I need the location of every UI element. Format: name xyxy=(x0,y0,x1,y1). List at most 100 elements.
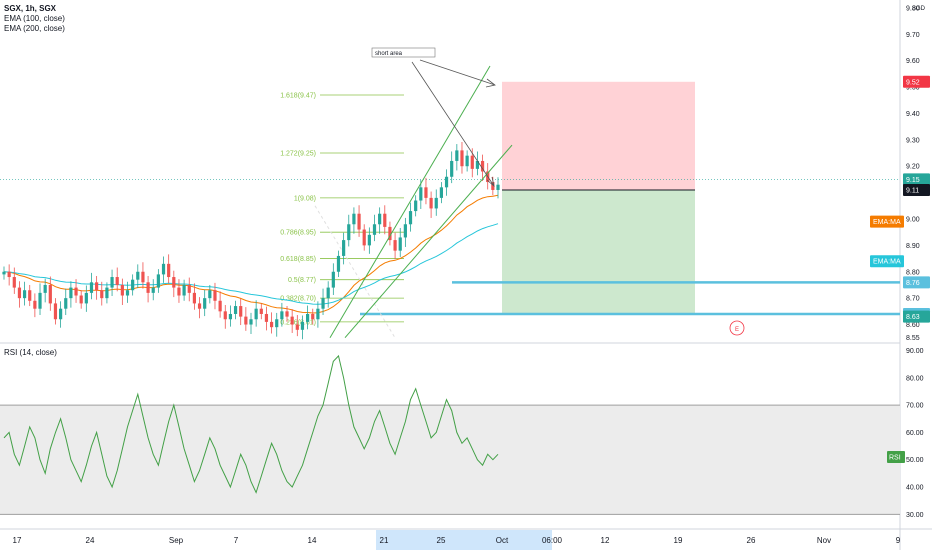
candle-body xyxy=(187,284,191,293)
rsi-legend[interactable]: RSI (14, close) xyxy=(4,348,57,357)
indicator-ema200[interactable]: EMA (200, close) xyxy=(4,24,65,33)
candle-body xyxy=(2,271,6,275)
candle-body xyxy=(115,277,119,285)
note-text: short area xyxy=(375,51,403,57)
candle-body xyxy=(357,213,361,230)
price-tick-label: 9.70 xyxy=(906,32,920,39)
fib-level-label: 0.5(8.77) xyxy=(288,277,316,284)
candle-body xyxy=(455,150,459,161)
candle-body xyxy=(95,282,99,291)
candle-body xyxy=(177,287,181,296)
rsi-tag-label: RSI xyxy=(889,454,901,461)
fib-level-label: 0.236(8.61) xyxy=(280,319,316,326)
price-tag-label: 9.11 xyxy=(906,187,919,194)
time-tick-label: 19 xyxy=(674,536,683,545)
candle-body xyxy=(141,271,145,283)
candle-body xyxy=(450,160,454,177)
rsi-tick-label: 40.00 xyxy=(906,485,924,492)
time-tick-label: 24 xyxy=(86,536,95,545)
candle-body xyxy=(496,184,500,190)
price-tick-label: 8.90 xyxy=(906,243,920,250)
candle-body xyxy=(398,237,402,251)
time-tick-label: Nov xyxy=(817,536,831,545)
candle-body xyxy=(110,277,114,288)
time-tick-label: 26 xyxy=(747,536,756,545)
candle-body xyxy=(136,271,140,280)
price-tag-label: 9.15 xyxy=(906,177,920,184)
rsi-tick-label: 70.00 xyxy=(906,403,924,410)
ema200-line xyxy=(3,223,499,305)
candle-body xyxy=(125,290,130,296)
candle-body xyxy=(342,240,346,256)
candle-body xyxy=(17,287,22,299)
time-tick-label: 12 xyxy=(601,536,610,545)
price-tick-label: 9.20 xyxy=(906,164,920,171)
rsi-tick-label: 60.00 xyxy=(906,430,924,437)
candle-body xyxy=(89,282,94,293)
candle-body xyxy=(465,155,469,167)
candle-body xyxy=(434,197,438,209)
rsi-tick-label: 80.00 xyxy=(906,375,924,382)
time-tick-label: 7 xyxy=(234,536,239,545)
candle-body xyxy=(264,313,269,322)
candle-body xyxy=(480,160,485,172)
time-tick-label: 25 xyxy=(437,536,446,545)
candle-body xyxy=(352,213,356,225)
candle-body xyxy=(161,263,166,275)
stop-loss-zone xyxy=(502,81,695,190)
candle-body xyxy=(69,287,73,299)
candle-body xyxy=(429,197,433,209)
candle-body xyxy=(7,271,11,278)
rsi-band xyxy=(0,405,900,515)
price-tag xyxy=(870,255,904,268)
candle-body xyxy=(424,187,428,198)
candle-body xyxy=(275,319,279,328)
candle-body xyxy=(269,321,274,328)
price-tag xyxy=(903,75,930,88)
fib-level-label: 0.618(8.85) xyxy=(280,256,316,263)
candle-body xyxy=(48,284,52,304)
candle-body xyxy=(59,308,63,320)
candle-body xyxy=(331,271,335,288)
price-tag-label: EMA:MA xyxy=(873,259,901,266)
price-tick-label: 9.40 xyxy=(906,111,920,118)
candle-body xyxy=(218,300,222,312)
candle-body xyxy=(300,321,305,330)
currency-label: SGD xyxy=(912,6,926,12)
price-tick-label: 9.80 xyxy=(906,5,920,12)
candle-body xyxy=(167,263,171,278)
candle-body xyxy=(367,234,371,246)
candle-body xyxy=(285,311,289,317)
candle-body xyxy=(146,282,150,293)
fib-level-label: 1.618(9.47) xyxy=(280,92,316,99)
rsi-line xyxy=(3,354,499,494)
candle-body xyxy=(326,287,330,299)
symbol-title[interactable]: SGX, 1h, SGX xyxy=(4,4,57,13)
candle-body xyxy=(408,211,413,225)
price-tick-label: 8.70 xyxy=(906,296,920,303)
candle-body xyxy=(336,255,341,272)
candle-body xyxy=(12,277,16,288)
time-tick-label: 06:00 xyxy=(542,536,563,545)
indicator-ema100[interactable]: EMA (100, close) xyxy=(4,14,65,23)
arrow-to-target xyxy=(419,59,496,88)
price-tick-label: 9.30 xyxy=(906,137,920,144)
candle-body xyxy=(372,224,377,235)
price-tick-label: 9.00 xyxy=(906,216,920,223)
candle-body xyxy=(120,284,124,296)
arrow-to-entry xyxy=(411,61,495,188)
time-range-highlight xyxy=(376,530,552,550)
candle-body xyxy=(280,311,284,320)
time-tick-label: Sep xyxy=(169,536,184,545)
fib-trend-line xyxy=(314,205,396,338)
candle-body xyxy=(156,274,160,288)
candle-body xyxy=(347,224,351,241)
candle-body xyxy=(172,277,176,288)
candle-body xyxy=(213,290,217,301)
time-tick-label: 9 xyxy=(896,536,901,545)
event-marker xyxy=(729,320,745,336)
fib-level-label: 0.382(8.70) xyxy=(280,296,316,303)
candle-body xyxy=(105,287,109,299)
rsi-tick-label: 30.00 xyxy=(906,512,924,519)
